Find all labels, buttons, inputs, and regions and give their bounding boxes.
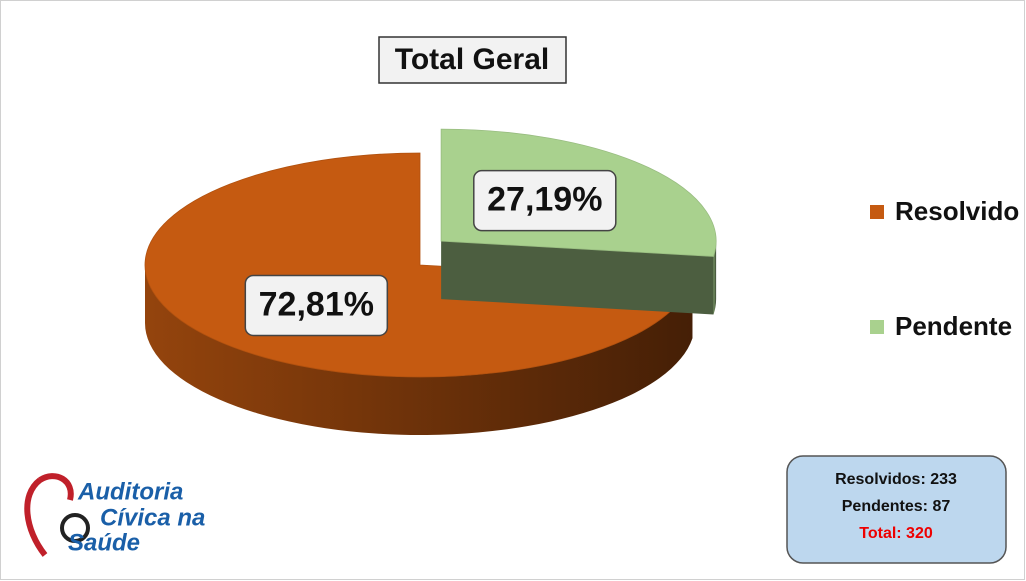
logo-text: Auditoria (77, 478, 183, 505)
logo: Auditoria Cívica na Saúde (24, 473, 205, 557)
legend-swatch (870, 320, 884, 334)
value-label-box (244, 274, 389, 337)
value-label: 27,19% (487, 181, 602, 219)
legend-swatch (870, 205, 884, 219)
logo-stethoscope (24, 473, 74, 557)
summary-text: Pendentes: 87 (842, 498, 951, 515)
value-label: 72,81% (259, 285, 374, 323)
chart-title: Total Geral (395, 43, 549, 76)
summary-text: Resolvidos: 233 (835, 471, 957, 488)
summary-box (786, 455, 1007, 564)
summary-text: Total: 320 (859, 525, 933, 542)
logo-text: Cívica na (100, 504, 205, 531)
value-label-box (473, 169, 617, 232)
legend-label: Resolvido (895, 196, 1019, 226)
logo-circle (60, 513, 90, 543)
slice: 27,19% (440, 128, 717, 315)
slice-side (145, 265, 693, 436)
legend-label: Pendente (895, 311, 1012, 341)
title-box (378, 36, 567, 84)
logo-text: Saúde (68, 529, 140, 556)
slice-side (713, 241, 717, 315)
slice-wall (441, 241, 714, 315)
